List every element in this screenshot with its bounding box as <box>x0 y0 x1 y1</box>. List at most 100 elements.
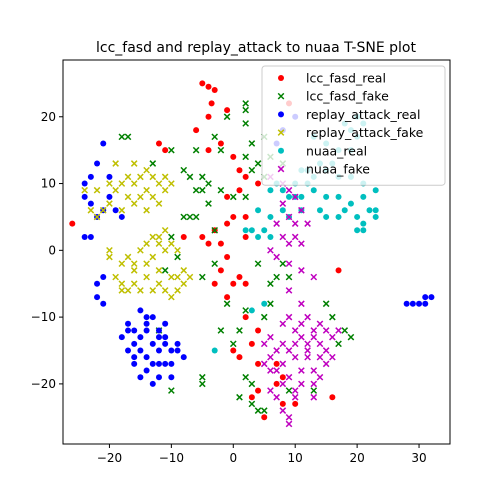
data-point <box>155 360 162 367</box>
data-point <box>261 300 268 307</box>
data-point <box>273 367 280 374</box>
data-point <box>242 106 249 114</box>
data-point <box>174 340 181 347</box>
data-point <box>422 294 429 301</box>
data-point <box>93 213 101 221</box>
data-point <box>230 213 237 220</box>
data-point <box>260 407 268 414</box>
data-point <box>162 360 169 367</box>
data-point <box>69 220 76 227</box>
data-point <box>106 193 113 200</box>
data-point <box>87 173 94 180</box>
data-point <box>192 186 200 194</box>
data-point <box>291 220 299 227</box>
data-point <box>304 340 311 348</box>
data-point <box>118 213 125 220</box>
data-point <box>198 380 206 388</box>
data-point <box>310 187 317 194</box>
data-point <box>261 414 268 421</box>
data-point <box>310 380 318 388</box>
data-point <box>118 287 126 294</box>
data-point <box>174 287 181 294</box>
data-point <box>223 113 231 121</box>
series-lcc-fasd-real <box>69 80 342 421</box>
data-point <box>94 280 101 287</box>
x-tick-label: 0 <box>229 451 237 465</box>
data-point <box>285 273 293 281</box>
data-point <box>87 206 95 214</box>
data-point <box>285 387 293 394</box>
data-point <box>106 200 113 207</box>
data-point <box>310 273 318 281</box>
data-point <box>143 166 150 174</box>
data-point <box>267 367 274 374</box>
data-point <box>168 347 175 354</box>
data-point <box>273 360 280 367</box>
data-point <box>347 200 354 207</box>
data-point <box>198 273 206 281</box>
data-point <box>155 233 163 241</box>
data-point <box>81 193 88 200</box>
data-point <box>137 334 144 341</box>
data-point <box>248 400 256 408</box>
y-axis: −20 −10 0 10 20 <box>31 110 63 391</box>
data-point <box>285 213 293 221</box>
data-point <box>298 380 305 388</box>
data-point <box>298 300 305 308</box>
data-point <box>292 400 299 407</box>
data-point <box>273 253 280 261</box>
data-point <box>192 213 200 221</box>
data-point <box>291 327 299 334</box>
data-point <box>372 207 379 214</box>
legend-box <box>261 65 446 186</box>
data-point <box>298 206 305 214</box>
data-point <box>211 347 218 354</box>
data-point <box>267 213 274 220</box>
data-point <box>298 367 305 374</box>
data-point <box>168 293 175 301</box>
data-point <box>94 160 101 167</box>
data-point <box>267 333 274 341</box>
data-point <box>193 127 200 134</box>
y-tick-label: −10 <box>31 310 56 324</box>
legend-label: lcc_fasd_real <box>306 71 386 86</box>
data-point <box>403 300 410 307</box>
data-point <box>236 167 243 174</box>
data-point <box>87 233 94 240</box>
data-point <box>211 260 219 268</box>
data-point <box>372 187 379 194</box>
data-point <box>242 213 249 220</box>
data-point <box>168 273 175 281</box>
data-point <box>229 340 237 348</box>
data-point <box>205 147 212 154</box>
data-point <box>236 393 243 401</box>
data-point <box>155 374 162 381</box>
data-point <box>248 340 255 347</box>
data-point <box>360 220 367 227</box>
data-point <box>124 287 132 294</box>
data-point <box>198 373 206 381</box>
data-point <box>329 313 336 321</box>
data-point <box>248 380 256 388</box>
data-point <box>124 173 132 181</box>
data-point <box>137 173 144 181</box>
data-point <box>329 394 336 401</box>
data-point <box>130 160 138 167</box>
data-point <box>112 273 119 281</box>
data-point <box>155 180 163 187</box>
data-point <box>273 220 280 227</box>
data-point <box>279 400 286 407</box>
data-point <box>236 187 243 194</box>
data-point <box>285 413 293 421</box>
data-point <box>118 334 125 341</box>
data-point <box>335 340 342 348</box>
y-tick-label: 0 <box>48 243 56 257</box>
data-point <box>322 360 330 368</box>
data-point <box>168 240 175 247</box>
data-point <box>205 180 212 187</box>
data-point <box>118 206 126 214</box>
data-point <box>323 213 330 220</box>
data-point <box>224 193 231 200</box>
data-point <box>149 380 156 387</box>
data-point <box>285 240 293 247</box>
